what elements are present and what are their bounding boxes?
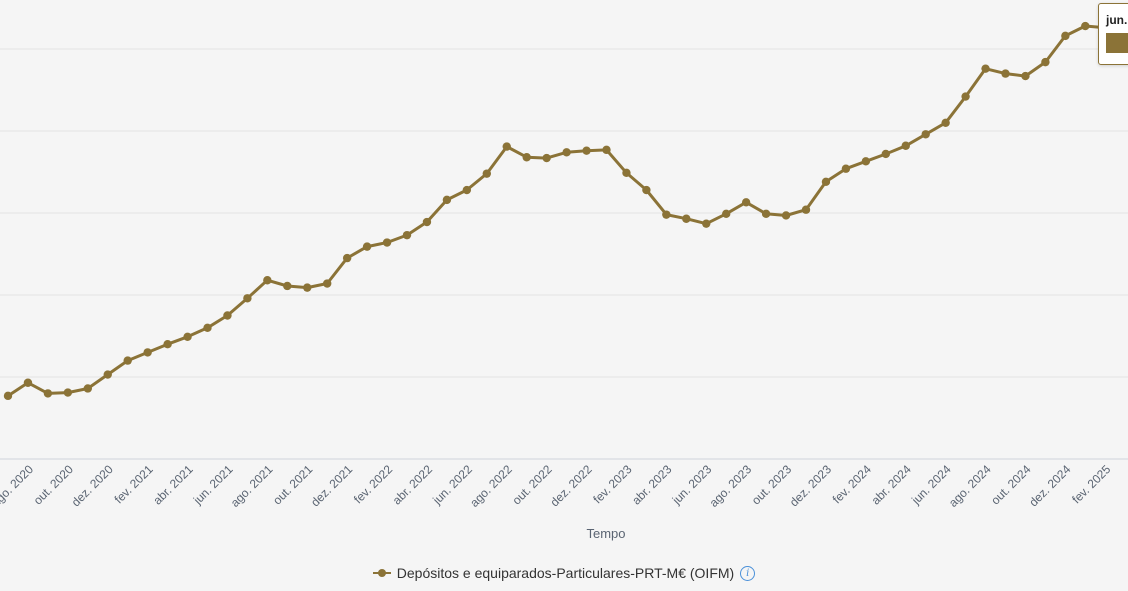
data-point[interactable]: dez. 2023 bbox=[821, 177, 831, 187]
data-point[interactable]: mai. 2023 bbox=[682, 214, 691, 223]
data-point[interactable]: fev. 2023 bbox=[622, 168, 631, 178]
x-tick-label: abr. 2021 bbox=[150, 462, 196, 508]
data-point[interactable]: jan. 2021 bbox=[123, 356, 132, 365]
data-point[interactable]: set. 2024 bbox=[1001, 69, 1010, 78]
data-point[interactable]: abr. 2023 bbox=[662, 210, 671, 219]
data-point[interactable]: dez. 2022 bbox=[582, 146, 591, 155]
data-point[interactable]: out. 2023 bbox=[781, 211, 791, 220]
data-point[interactable]: jun. 2023 bbox=[702, 219, 711, 228]
data-point[interactable]: fev. 2022 bbox=[382, 238, 392, 247]
grid-lines bbox=[0, 48, 1128, 460]
data-point[interactable]: abr. 2022 bbox=[422, 217, 432, 227]
x-tick-label: ago. 2024 bbox=[946, 462, 994, 510]
series-line[interactable] bbox=[7, 23, 1126, 398]
data-point[interactable]: set. 2023 bbox=[761, 209, 771, 219]
data-point[interactable]: set. 2022 bbox=[522, 153, 531, 162]
x-tick-label: fev. 2022 bbox=[351, 462, 395, 506]
data-point[interactable]: abr. 2024 bbox=[901, 141, 910, 150]
data-point[interactable]: nov. 2020 bbox=[83, 384, 93, 393]
data-point[interactable]: jun. 2021 bbox=[223, 311, 232, 320]
data-point[interactable]: mai. 2022 bbox=[442, 195, 452, 205]
x-tick-label: ago. 2022 bbox=[467, 462, 515, 510]
info-icon[interactable]: i bbox=[740, 565, 756, 581]
x-tick-label: ago. 2020 bbox=[0, 462, 36, 510]
data-point[interactable]: jan. 2025 bbox=[1081, 21, 1090, 31]
data-point[interactable]: jul. 2021 bbox=[243, 294, 252, 303]
data-point[interactable]: jan. 2023 bbox=[602, 145, 611, 155]
legend-marker-icon bbox=[372, 567, 391, 579]
x-tick-label: abr. 2022 bbox=[390, 462, 436, 508]
x-tick-label: fev. 2025 bbox=[1069, 462, 1113, 506]
data-point[interactable]: fev. 2021 bbox=[143, 348, 152, 357]
data-point[interactable]: dez. 2024 bbox=[1061, 31, 1070, 41]
data-point[interactable]: nov. 2023 bbox=[801, 205, 811, 214]
data-point[interactable]: ago. 2023 bbox=[741, 198, 751, 207]
x-tick-label: abr. 2024 bbox=[869, 462, 915, 508]
data-point[interactable]: nov. 2021 bbox=[323, 279, 332, 288]
data-point[interactable]: ago. 2024 bbox=[981, 64, 990, 73]
data-point[interactable]: jul. 2024 bbox=[961, 92, 970, 101]
legend: Depósitos e equiparados-Particulares-PRT… bbox=[0, 565, 1128, 582]
legend-item[interactable]: Depósitos e equiparados-Particulares-PRT… bbox=[372, 565, 756, 581]
data-point[interactable]: mai. 2024 bbox=[921, 130, 930, 139]
data-point[interactable]: jun. 2022 bbox=[462, 185, 472, 195]
x-tick-label: ago. 2021 bbox=[228, 462, 276, 510]
data-point[interactable]: jul. 2023 bbox=[722, 209, 731, 219]
data-point[interactable]: dez. 2021 bbox=[342, 253, 352, 263]
data-point[interactable]: mar. 2023 bbox=[642, 185, 651, 195]
tooltip-series-swatch bbox=[1106, 33, 1128, 53]
data-point[interactable]: mar. 2021 bbox=[163, 340, 172, 349]
data-point[interactable]: out. 2022 bbox=[542, 153, 551, 163]
data-point[interactable]: jul. 2022 bbox=[482, 169, 491, 178]
x-tick-label: dez. 2020 bbox=[69, 462, 116, 509]
data-point[interactable]: nov. 2024 bbox=[1041, 57, 1050, 67]
data-point[interactable]: jan. 2024 bbox=[841, 164, 851, 173]
data-point[interactable]: dez. 2020 bbox=[103, 370, 112, 379]
x-tick-label: fev. 2023 bbox=[590, 462, 634, 506]
data-point[interactable]: abr. 2021 bbox=[183, 332, 192, 342]
data-point[interactable]: set. 2020 bbox=[43, 389, 53, 398]
x-tick-label: dez. 2021 bbox=[308, 462, 355, 509]
x-tick-label: dez. 2023 bbox=[787, 462, 834, 509]
x-tick-label: ago. 2023 bbox=[707, 462, 755, 510]
x-tick-label: fev. 2024 bbox=[830, 462, 874, 506]
data-point[interactable]: mar. 2024 bbox=[881, 149, 890, 159]
x-tick-label: dez. 2022 bbox=[547, 462, 594, 509]
data-point[interactable]: nov. 2022 bbox=[562, 148, 571, 157]
x-tick-label: dez. 2024 bbox=[1026, 462, 1073, 509]
series-line-group[interactable]: jul. 2020 ago. 2020 set. 2020 out. 2020 nov.… bbox=[3, 21, 1128, 401]
data-point[interactable]: ago. 2022 bbox=[502, 142, 511, 151]
data-point[interactable]: ago. 2020 bbox=[23, 378, 33, 387]
data-point[interactable]: jul. 2020 bbox=[3, 391, 13, 401]
legend-label: Depósitos e equiparados-Particulares-PRT… bbox=[396, 565, 735, 581]
data-point[interactable]: out. 2024 bbox=[1021, 71, 1030, 81]
data-point[interactable]: out. 2020 bbox=[63, 388, 73, 397]
tooltip: jun. bbox=[1098, 3, 1128, 65]
x-tick-label: abr. 2023 bbox=[629, 462, 675, 508]
x-axis-title: Tempo bbox=[586, 526, 625, 541]
data-point[interactable]: jan. 2022 bbox=[362, 242, 372, 251]
data-point[interactable]: mar. 2022 bbox=[402, 230, 412, 240]
data-point[interactable]: set. 2021 bbox=[283, 281, 292, 291]
x-tick-label: fev. 2021 bbox=[112, 462, 156, 506]
data-point[interactable]: jun. 2024 bbox=[941, 118, 950, 128]
tooltip-title: jun. bbox=[1106, 13, 1128, 27]
data-point[interactable]: ago. 2021 bbox=[263, 276, 272, 285]
data-point[interactable]: mai. 2021 bbox=[203, 323, 212, 332]
data-point[interactable]: fev. 2024 bbox=[861, 157, 871, 166]
data-point[interactable]: out. 2021 bbox=[303, 283, 312, 292]
